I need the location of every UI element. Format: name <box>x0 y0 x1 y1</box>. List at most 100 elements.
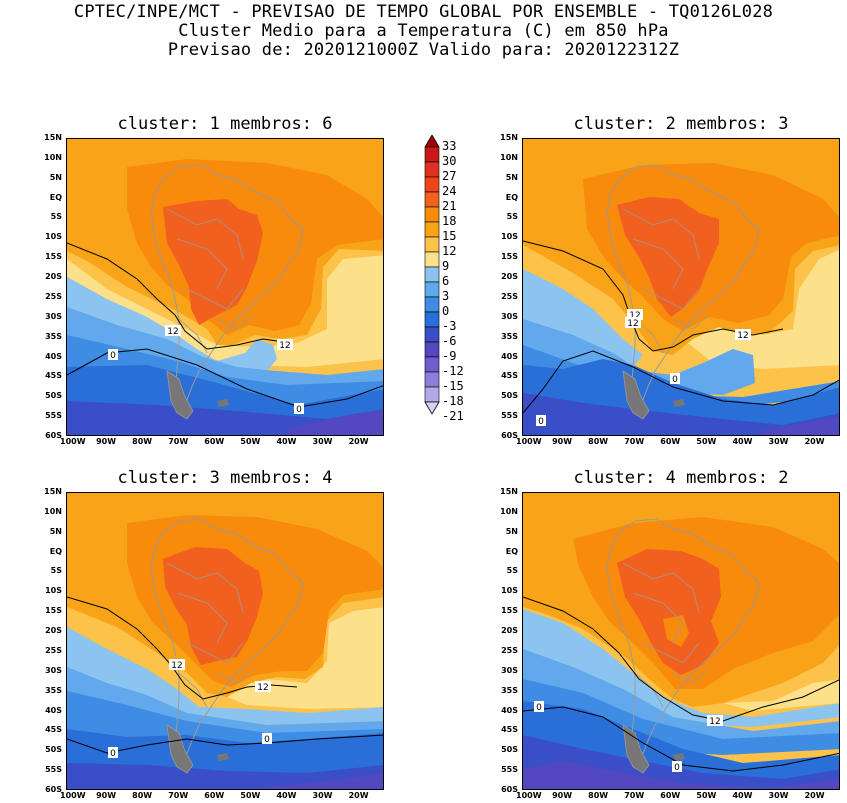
country-border <box>178 318 208 354</box>
panel-2-map: 12 12 12 0 0 <box>522 138 840 436</box>
country-border <box>166 208 244 260</box>
colorbar-swatch <box>424 311 440 328</box>
colorbar-graphic <box>424 134 440 415</box>
longitude-tick-label: 40W <box>732 791 753 800</box>
country-border <box>632 592 684 644</box>
longitude-tick-label: 80W <box>132 437 153 446</box>
longitude-tick-label: 30W <box>768 437 789 446</box>
latitude-tick-label: 35S <box>45 331 62 341</box>
contour-label: 12 <box>165 325 181 337</box>
latitude-tick-label: 15S <box>45 606 62 616</box>
latitude-tick-label: 15N <box>500 487 518 496</box>
latitude-tick-label: 15N <box>44 487 62 496</box>
longitude-tick-label: 40W <box>276 437 297 446</box>
longitude-tick-label: 70W <box>168 791 189 800</box>
latitude-tick-label: 15N <box>500 133 518 142</box>
latitude-tick-label: 45S <box>501 725 518 735</box>
latitude-tick-label: 5S <box>506 212 518 222</box>
svg-text:0: 0 <box>110 749 116 759</box>
colorbar-swatch <box>424 221 440 238</box>
tierra-del-fuego <box>622 724 650 774</box>
latitude-tick-label: 55S <box>45 411 62 421</box>
colorbar-swatch <box>424 191 440 208</box>
temperature-band <box>523 393 839 435</box>
latitude-tick-label: 60S <box>501 785 518 794</box>
temperature-band <box>617 549 721 675</box>
latitude-tick-label: EQ <box>505 192 518 202</box>
longitude-tick-label: 20W <box>804 791 825 800</box>
latitude-tick-label: 40S <box>45 351 62 361</box>
latitude-tick-label: 5N <box>49 526 62 536</box>
latitude-tick-label: EQ <box>49 546 62 556</box>
latitude-tick-label: 60S <box>501 431 518 440</box>
colorbar-level-label: 24 <box>442 184 457 198</box>
longitude-tick-label: 60W <box>660 791 681 800</box>
latitude-tick-label: 5N <box>49 172 62 182</box>
contour-label: 12 <box>627 309 643 321</box>
latitude-tick-label: 15S <box>501 252 518 262</box>
colorbar-level-label: 21 <box>442 199 457 213</box>
contour-line <box>523 350 839 414</box>
latitude-tick-label: 15N <box>44 133 62 142</box>
longitude-tick-label: 80W <box>132 791 153 800</box>
colorbar-swatch <box>424 251 440 268</box>
panel-3-map: 12 12 0 0 <box>66 492 384 790</box>
panel-1-field: 12 12 0 0 <box>67 139 383 435</box>
temperature-band <box>67 691 383 745</box>
latitude-tick-label: 55S <box>501 765 518 775</box>
country-border <box>642 288 700 310</box>
latitude-tick-label: 40S <box>501 351 518 361</box>
latitude-tick-label: 25S <box>501 645 518 655</box>
colorbar-swatch <box>424 371 440 388</box>
temperature-band <box>163 199 263 325</box>
latitude-tick-label: 45S <box>45 725 62 735</box>
svg-text:0: 0 <box>536 703 542 713</box>
colorbar-level-label: 30 <box>442 154 457 168</box>
longitude-tick-label: 70W <box>624 437 645 446</box>
contour-label: 12 <box>625 317 641 329</box>
country-border <box>216 314 254 330</box>
colorbar-swatch <box>424 146 440 163</box>
panel-1-title: cluster: 1 membros: 6 <box>117 114 333 134</box>
longitude-tick-label: 80W <box>588 437 609 446</box>
country-border <box>672 314 710 330</box>
contour-line <box>67 242 278 350</box>
colorbar-swatch <box>424 281 440 298</box>
tierra-del-fuego <box>166 724 194 774</box>
svg-text:0: 0 <box>672 375 678 385</box>
svg-text:12: 12 <box>737 331 748 341</box>
south-america-outline <box>150 164 304 410</box>
latitude-tick-label: 30S <box>45 311 62 321</box>
longitude-tick-label: 100W <box>516 437 542 446</box>
falkland-islands <box>217 399 229 407</box>
latitude-tick-label: 50S <box>501 391 518 401</box>
colorbar-swatch <box>424 296 440 313</box>
panel-2-title: cluster: 2 membros: 3 <box>573 114 789 134</box>
contour-label: 0 <box>670 373 680 385</box>
latitude-tick-label: 50S <box>45 391 62 401</box>
latitude-tick-label: 40S <box>45 705 62 715</box>
longitude-tick-label: 90W <box>552 791 573 800</box>
temperature-colorbar: 33 30 27 24 21 18 15 12 9 6 3 0 -3 -6 -9 -12 -15 -18 -21 <box>424 134 484 449</box>
panel-4-map: 12 0 0 <box>522 492 840 790</box>
country-border <box>166 562 244 614</box>
longitude-tick-label: 70W <box>168 437 189 446</box>
svg-text:12: 12 <box>257 683 268 693</box>
longitude-tick-label: 90W <box>552 437 573 446</box>
country-border <box>186 288 244 310</box>
longitude-tick-label: 60W <box>204 791 225 800</box>
longitude-tick-label: 90W <box>96 791 117 800</box>
longitude-tick-label: 30W <box>312 791 333 800</box>
longitude-tick-label: 30W <box>768 791 789 800</box>
colorbar-level-label: -6 <box>442 334 457 348</box>
latitude-tick-label: 10N <box>44 152 62 162</box>
temperature-band <box>663 249 839 369</box>
temperature-band <box>523 761 839 789</box>
colorbar-level-label: 0 <box>442 304 450 318</box>
colorbar-min-arrow <box>424 401 440 415</box>
latitude-tick-label: EQ <box>49 192 62 202</box>
country-border <box>186 642 244 664</box>
colorbar-swatch <box>424 206 440 223</box>
falkland-islands <box>673 753 685 761</box>
